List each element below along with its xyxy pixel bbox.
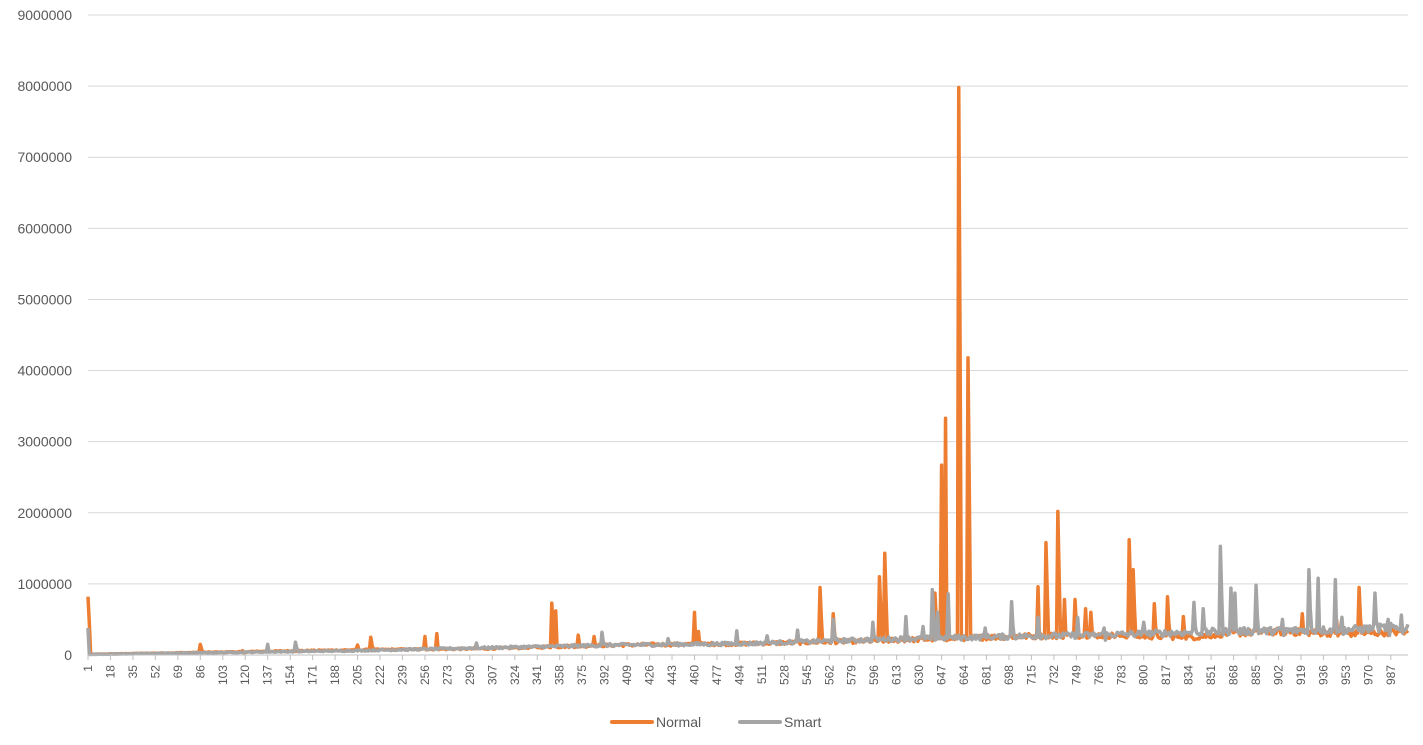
x-tick-label: 579 (845, 665, 859, 685)
x-tick-label: 171 (306, 665, 320, 685)
x-tick-label: 664 (957, 665, 971, 685)
x-tick-label: 800 (1137, 665, 1151, 685)
x-tick-label: 188 (328, 665, 342, 685)
x-tick-label: 273 (440, 665, 454, 685)
legend: Normal Smart (610, 714, 821, 730)
x-tick-label: 222 (373, 665, 387, 685)
y-tick-label: 9000000 (17, 7, 72, 23)
x-tick-label: 681 (979, 665, 993, 685)
x-tick-label: 18 (103, 665, 117, 679)
x-tick-label: 154 (283, 665, 297, 685)
x-tick-label: 409 (620, 665, 634, 685)
x-tick-label: 902 (1272, 665, 1286, 685)
x-tick-label: 426 (643, 665, 657, 685)
y-tick-label: 4000000 (17, 363, 72, 379)
x-tick-label: 715 (1024, 665, 1038, 685)
y-axis-tick-labels: 0 1000000 2000000 3000000 4000000 5000000 6000… (17, 7, 72, 663)
x-tick-label: 341 (530, 665, 544, 685)
x-tick-label: 783 (1114, 665, 1128, 685)
x-tick-label: 698 (1002, 665, 1016, 685)
x-tick-label: 443 (665, 665, 679, 685)
x-tick-label: 460 (687, 665, 701, 685)
x-axis (87, 654, 1408, 660)
x-tick-label: 205 (351, 665, 365, 685)
x-tick-label: 1 (81, 665, 95, 672)
y-tick-label: 3000000 (17, 434, 72, 450)
x-tick-label: 103 (216, 665, 230, 685)
series-lines (86, 85, 1410, 657)
x-tick-label: 732 (1047, 665, 1061, 685)
x-tick-label: 528 (777, 665, 791, 685)
grid-lines (88, 14, 1408, 585)
x-tick-label: 137 (261, 665, 275, 685)
x-tick-label: 239 (395, 665, 409, 685)
legend-label-normal: Normal (656, 714, 701, 730)
x-tick-label: 392 (598, 665, 612, 685)
x-tick-label: 545 (800, 665, 814, 685)
x-tick-label: 358 (553, 665, 567, 685)
x-tick-label: 885 (1249, 665, 1263, 685)
x-tick-label: 613 (890, 665, 904, 685)
series-line-smart (86, 544, 1410, 657)
x-tick-label: 630 (912, 665, 926, 685)
x-tick-label: 511 (755, 665, 769, 684)
x-tick-label: 375 (575, 665, 589, 685)
y-tick-label: 6000000 (17, 220, 72, 236)
x-tick-label: 256 (418, 665, 432, 685)
x-axis-tick-labels: 1 18 35 52 69 86 103 120 137 154 171 188 205 222 239 25… (81, 665, 1398, 685)
x-tick-label: 290 (463, 665, 477, 685)
x-tick-label: 494 (732, 665, 746, 685)
x-tick-label: 851 (1204, 665, 1218, 685)
x-tick-label: 52 (148, 665, 162, 679)
x-tick-label: 324 (508, 665, 522, 685)
y-tick-label: 2000000 (17, 505, 72, 521)
x-tick-label: 477 (710, 665, 724, 685)
x-tick-label: 562 (822, 665, 836, 685)
x-tick-label: 953 (1339, 665, 1353, 685)
y-tick-label: 7000000 (17, 149, 72, 165)
x-tick-label: 817 (1159, 665, 1173, 685)
y-tick-label: 8000000 (17, 78, 72, 94)
x-tick-label: 86 (193, 665, 207, 679)
x-tick-label: 834 (1182, 665, 1196, 685)
x-tick-label: 749 (1069, 665, 1083, 685)
x-tick-label: 35 (126, 665, 140, 679)
x-tick-label: 647 (935, 665, 949, 685)
x-tick-label: 766 (1092, 665, 1106, 685)
legend-label-smart: Smart (784, 714, 821, 730)
x-tick-label: 120 (238, 665, 252, 685)
x-tick-label: 596 (867, 665, 881, 685)
x-tick-label: 69 (171, 665, 185, 679)
x-tick-label: 868 (1227, 665, 1241, 685)
y-tick-label: 0 (64, 647, 72, 663)
y-tick-label: 5000000 (17, 291, 72, 307)
x-tick-label: 936 (1316, 665, 1330, 685)
x-tick-label: 987 (1384, 665, 1398, 685)
x-tick-label: 919 (1294, 665, 1308, 685)
x-tick-label: 970 (1361, 665, 1375, 685)
y-tick-label: 1000000 (17, 576, 72, 592)
x-tick-label: 307 (485, 665, 499, 685)
